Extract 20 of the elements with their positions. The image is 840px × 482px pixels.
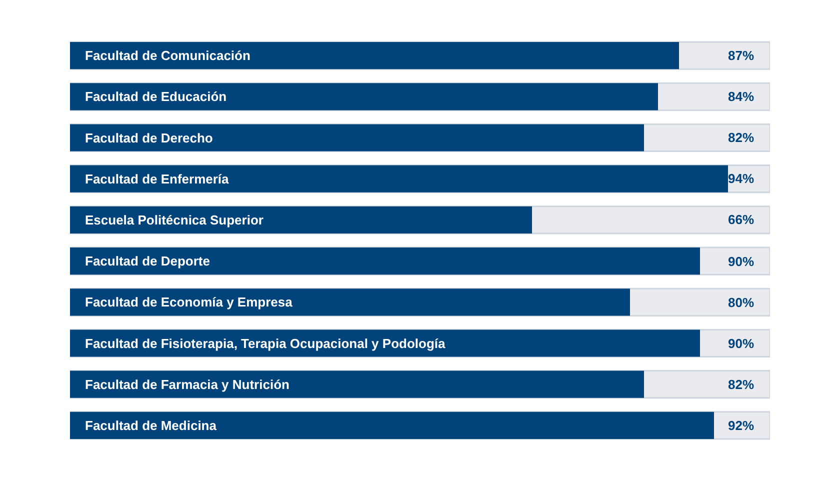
y-tick-label: Facultad de Educación <box>85 89 227 104</box>
data-label: 90% <box>728 254 754 269</box>
y-tick-label: Facultad de Comunicación <box>85 48 250 64</box>
data-label: 87% <box>728 48 754 63</box>
data-label: 84% <box>728 89 754 104</box>
data-label: 80% <box>728 295 754 310</box>
y-tick-label: Facultad de Economía y Empresa <box>85 294 294 310</box>
data-label: 90% <box>728 336 754 351</box>
data-label: 82% <box>728 377 754 392</box>
y-tick-label: Facultad de Farmacia y Nutrición <box>85 376 290 392</box>
y-tick-label: Escuela Politécnica Superior <box>85 212 264 228</box>
y-tick-label: Facultad de Derecho <box>85 130 213 146</box>
data-label: 94% <box>728 171 754 186</box>
y-tick-label: Facultad de Fisioterapia, Terapia Ocupacional y Podología <box>85 336 446 351</box>
y-tick-label: Facultad de Deporte <box>85 254 210 269</box>
y-tick-label: Facultad de Medicina <box>85 418 218 433</box>
data-label: 92% <box>728 418 754 433</box>
data-label: 66% <box>728 212 754 227</box>
y-tick-label: Facultad de Enfermería <box>85 171 230 186</box>
data-label: 82% <box>728 130 754 145</box>
